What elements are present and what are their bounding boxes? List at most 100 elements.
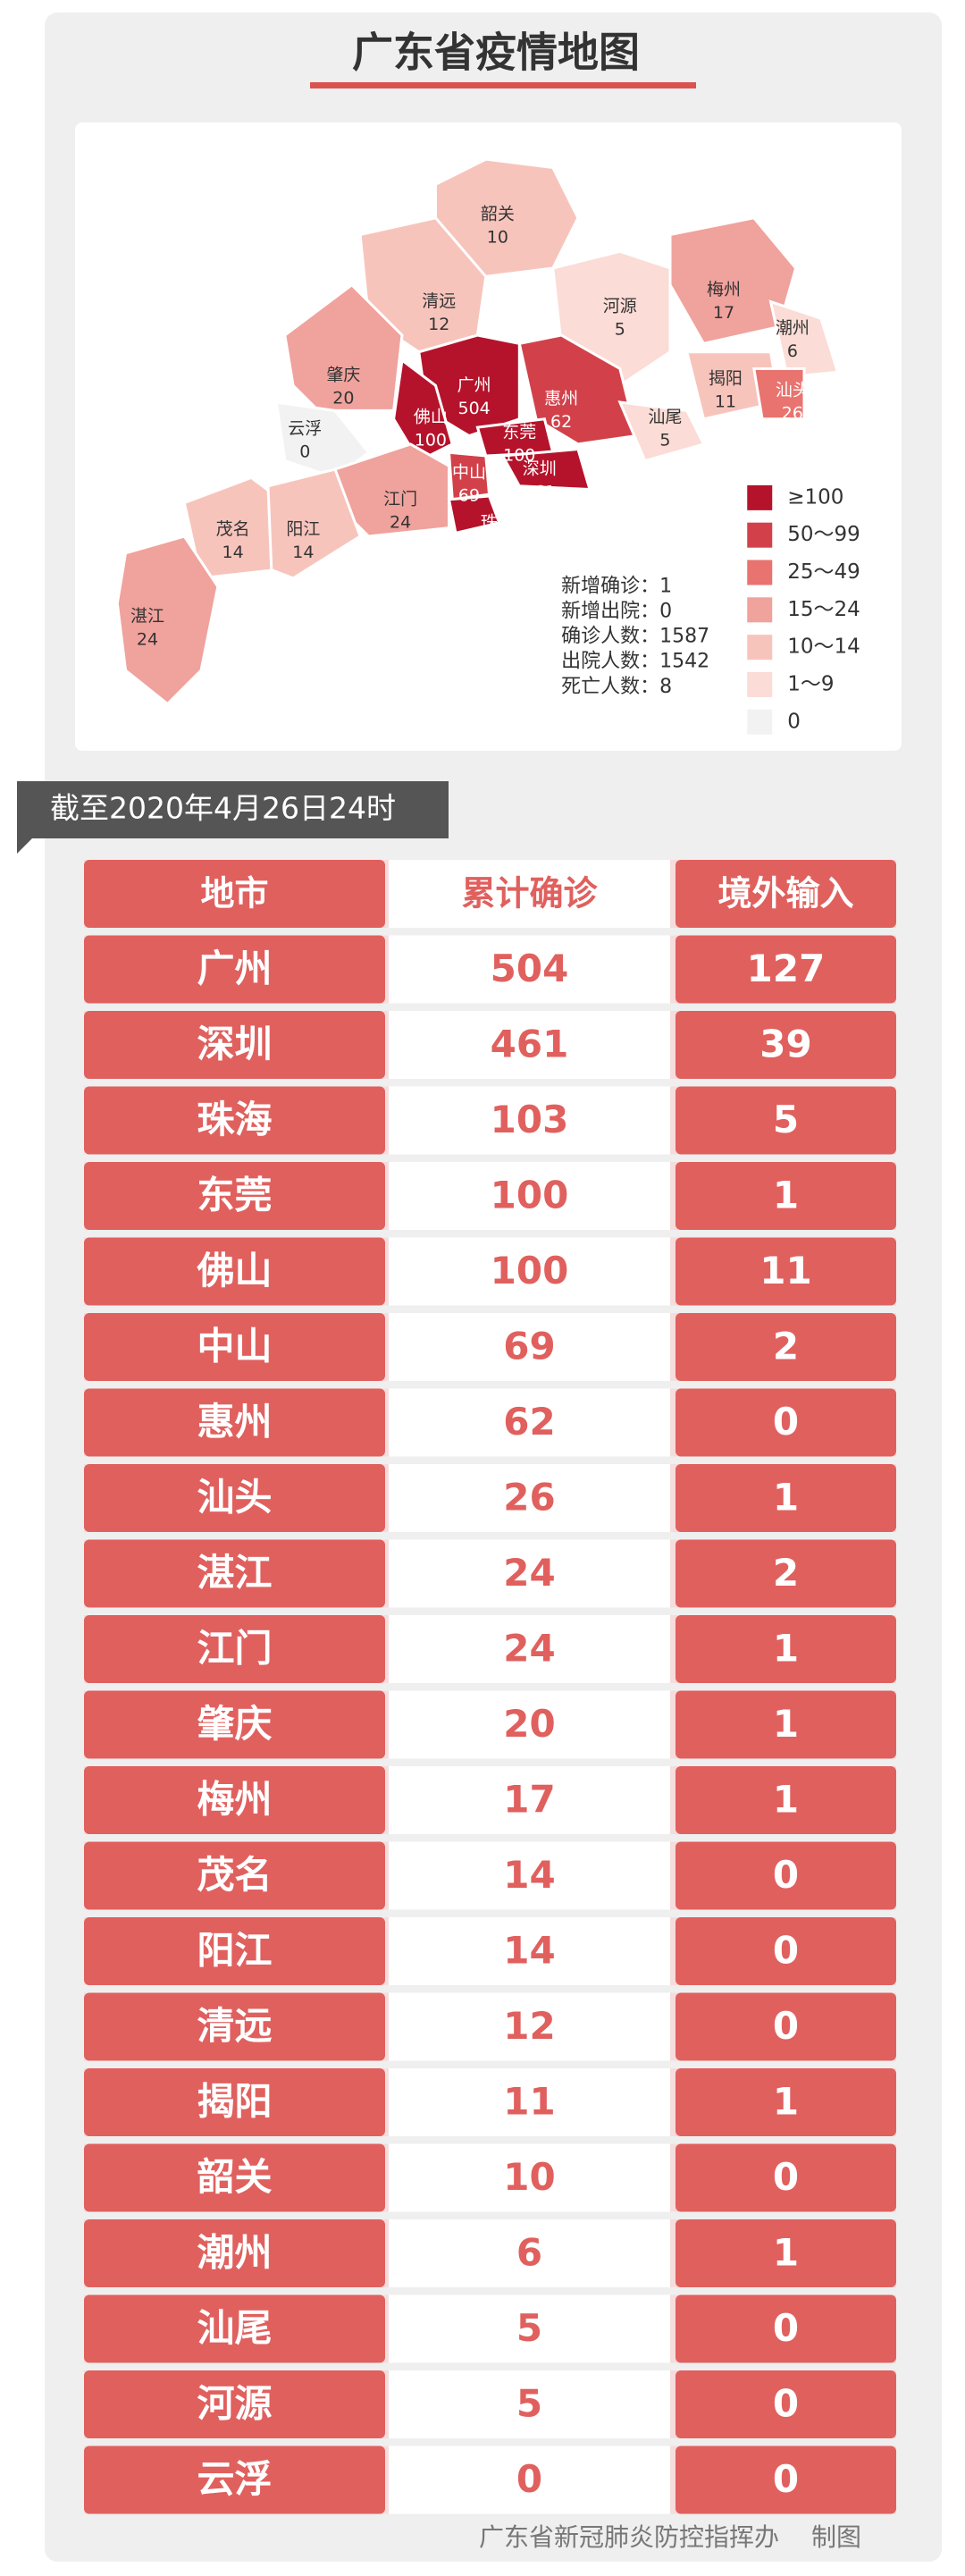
- cell: [389, 2219, 670, 2287]
- table-cell: 103: [491, 1098, 569, 1141]
- stat-value: 8: [659, 676, 672, 698]
- table-cell: 127: [747, 947, 826, 990]
- cell: [676, 1917, 896, 1985]
- cell: [676, 1841, 896, 1910]
- table-cell: 1: [773, 1778, 799, 1822]
- table-cell: 茂名: [197, 1853, 272, 1897]
- region-name: 中山: [452, 462, 486, 482]
- cell: [84, 2068, 385, 2136]
- cell: [84, 1539, 385, 1608]
- table-cell: 26: [503, 1476, 555, 1520]
- cell: [389, 935, 670, 1004]
- region-name: 汕尾: [648, 407, 682, 426]
- table-cell: 17: [503, 1778, 555, 1822]
- cell: [84, 2370, 385, 2438]
- legend-swatch: [747, 709, 773, 735]
- region-value: 0: [299, 442, 310, 462]
- cell: [389, 1992, 670, 2061]
- table-cell: 24: [503, 1551, 555, 1595]
- table-cell: 1: [773, 1627, 799, 1671]
- header-cell: 累计确诊: [461, 874, 598, 913]
- table-cell: 461: [491, 1023, 569, 1066]
- table-cell: 1: [773, 1174, 799, 1217]
- region: [115, 535, 220, 706]
- region-value: 100: [415, 430, 447, 450]
- cell: [84, 1690, 385, 1759]
- stat: 确诊人数：1587: [561, 626, 709, 648]
- region-name: 东莞: [502, 422, 536, 442]
- table-cell: 11: [503, 2080, 555, 2124]
- table-cell: 惠州: [197, 1400, 272, 1444]
- cell: [676, 935, 896, 1004]
- region: [768, 299, 840, 379]
- stat-label: 新增出院：: [561, 600, 659, 622]
- table-cell: 0: [773, 2004, 799, 2048]
- stat-value: 0: [659, 600, 672, 622]
- region-name: 揭阳: [709, 368, 743, 388]
- footer-source: 广东省新冠肺炎防控指挥办: [479, 2522, 779, 2552]
- cell: [84, 2294, 385, 2363]
- region-value: 14: [222, 543, 244, 562]
- region-value: 24: [137, 630, 158, 650]
- region-name: 云浮: [288, 419, 322, 439]
- cell: [389, 1388, 670, 1457]
- cell: [676, 1992, 896, 2061]
- cell: [676, 2143, 896, 2212]
- region-name: 清远: [422, 291, 456, 311]
- table-cell: 1: [773, 2231, 799, 2275]
- table-cell: 100: [491, 1174, 569, 1217]
- date-banner: [17, 781, 449, 854]
- legend-swatch: [747, 522, 773, 548]
- cell: [389, 1162, 670, 1230]
- table-cell: 14: [503, 1853, 555, 1897]
- table-cell: 0: [773, 2457, 799, 2501]
- region: [266, 467, 362, 580]
- cell: [676, 1313, 896, 1381]
- table-cell: 5: [773, 1098, 799, 1141]
- cell: [389, 1237, 670, 1306]
- region-value: 103: [482, 536, 514, 556]
- legend-swatch: [747, 484, 773, 510]
- table-cell: 深圳: [197, 1023, 272, 1066]
- cell: [84, 1388, 385, 1457]
- cell: [389, 1917, 670, 1985]
- legend-label: 0: [787, 710, 801, 733]
- region: [617, 400, 706, 463]
- cell: [84, 1313, 385, 1381]
- cell: [389, 860, 670, 928]
- cell: [84, 1237, 385, 1306]
- region-name: 湛江: [130, 607, 164, 627]
- stat-label: 出院人数：: [561, 651, 659, 673]
- cell: [84, 1162, 385, 1230]
- region: [752, 367, 806, 421]
- table-cell: 0: [773, 2155, 799, 2199]
- region-name: 江门: [383, 489, 417, 509]
- cell: [84, 1464, 385, 1532]
- stat-value: 1542: [659, 651, 709, 673]
- table-cell: 江门: [197, 1627, 272, 1671]
- region-name: 深圳: [523, 459, 557, 479]
- cell: [389, 2446, 670, 2514]
- region-value: 17: [713, 303, 734, 323]
- stat: 新增确诊：1: [561, 575, 672, 597]
- table-cell: 20: [503, 1702, 555, 1746]
- cell: [84, 2446, 385, 2514]
- region-name: 茂名: [216, 519, 250, 539]
- cell: [676, 2068, 896, 2136]
- table-cell: 0: [773, 1400, 799, 1444]
- stat-value: 1: [659, 575, 672, 597]
- cell: [676, 1539, 896, 1608]
- legend-swatch: [747, 560, 773, 585]
- table-cell: 100: [491, 1249, 569, 1292]
- cell: [84, 1992, 385, 2061]
- cell: [84, 860, 385, 928]
- cell: [84, 1917, 385, 1985]
- stat: 新增出院：0: [561, 600, 672, 622]
- legend-label: ≥100: [787, 485, 843, 509]
- region-value: 10: [487, 228, 508, 248]
- table-cell: 69: [503, 1325, 555, 1368]
- table-cell: 504: [491, 947, 569, 990]
- legend-swatch: [747, 597, 773, 623]
- stat-value: 1587: [659, 626, 709, 648]
